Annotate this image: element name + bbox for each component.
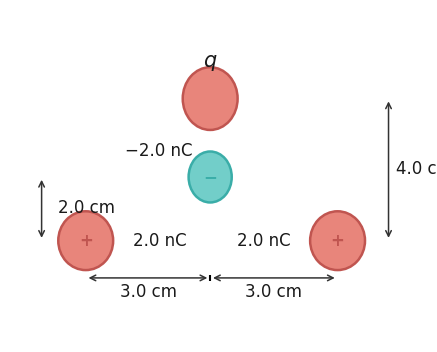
Ellipse shape — [310, 211, 365, 270]
Text: 2.0 cm: 2.0 cm — [58, 199, 115, 217]
Text: 2.0 nC: 2.0 nC — [237, 232, 291, 250]
Text: 3.0 cm: 3.0 cm — [120, 283, 177, 301]
Text: −: − — [203, 168, 217, 186]
Text: −2.0 nC: −2.0 nC — [125, 143, 193, 161]
Text: +: + — [331, 232, 344, 250]
Text: 4.0 cm: 4.0 cm — [396, 160, 437, 178]
Ellipse shape — [189, 151, 232, 202]
Text: +: + — [79, 232, 93, 250]
Ellipse shape — [183, 67, 238, 130]
Text: 3.0 cm: 3.0 cm — [245, 283, 302, 301]
Ellipse shape — [58, 211, 113, 270]
Text: 2.0 nC: 2.0 nC — [133, 232, 186, 250]
Text: q: q — [204, 51, 217, 71]
